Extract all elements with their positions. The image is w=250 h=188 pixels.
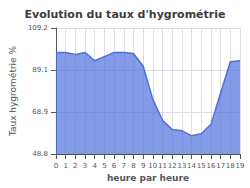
svg-text:10: 10 — [148, 162, 157, 170]
svg-text:9: 9 — [141, 162, 145, 170]
svg-text:11: 11 — [158, 162, 167, 170]
svg-text:89.1: 89.1 — [32, 66, 48, 74]
svg-text:heure par heure: heure par heure — [107, 173, 189, 183]
svg-text:7: 7 — [122, 162, 126, 170]
svg-text:19: 19 — [236, 162, 245, 170]
svg-text:68.9: 68.9 — [32, 108, 48, 116]
svg-text:Evolution du taux d'hygrométri: Evolution du taux d'hygrométrie — [25, 8, 226, 21]
svg-text:4: 4 — [92, 162, 97, 170]
svg-text:6: 6 — [112, 162, 117, 170]
svg-text:1: 1 — [63, 162, 67, 170]
svg-text:0: 0 — [54, 162, 58, 170]
svg-text:48.8: 48.8 — [32, 150, 48, 158]
svg-text:13: 13 — [177, 162, 186, 170]
svg-text:109.2: 109.2 — [28, 24, 48, 32]
svg-text:8: 8 — [131, 162, 135, 170]
svg-text:Taux hygrométrie %: Taux hygrométrie % — [8, 45, 18, 137]
svg-text:3: 3 — [83, 162, 87, 170]
svg-text:15: 15 — [197, 162, 206, 170]
svg-text:16: 16 — [206, 162, 215, 170]
svg-text:12: 12 — [168, 162, 177, 170]
svg-text:14: 14 — [187, 162, 196, 170]
svg-text:17: 17 — [216, 162, 225, 170]
svg-text:2: 2 — [73, 162, 77, 170]
svg-text:18: 18 — [226, 162, 235, 170]
svg-text:5: 5 — [102, 162, 106, 170]
